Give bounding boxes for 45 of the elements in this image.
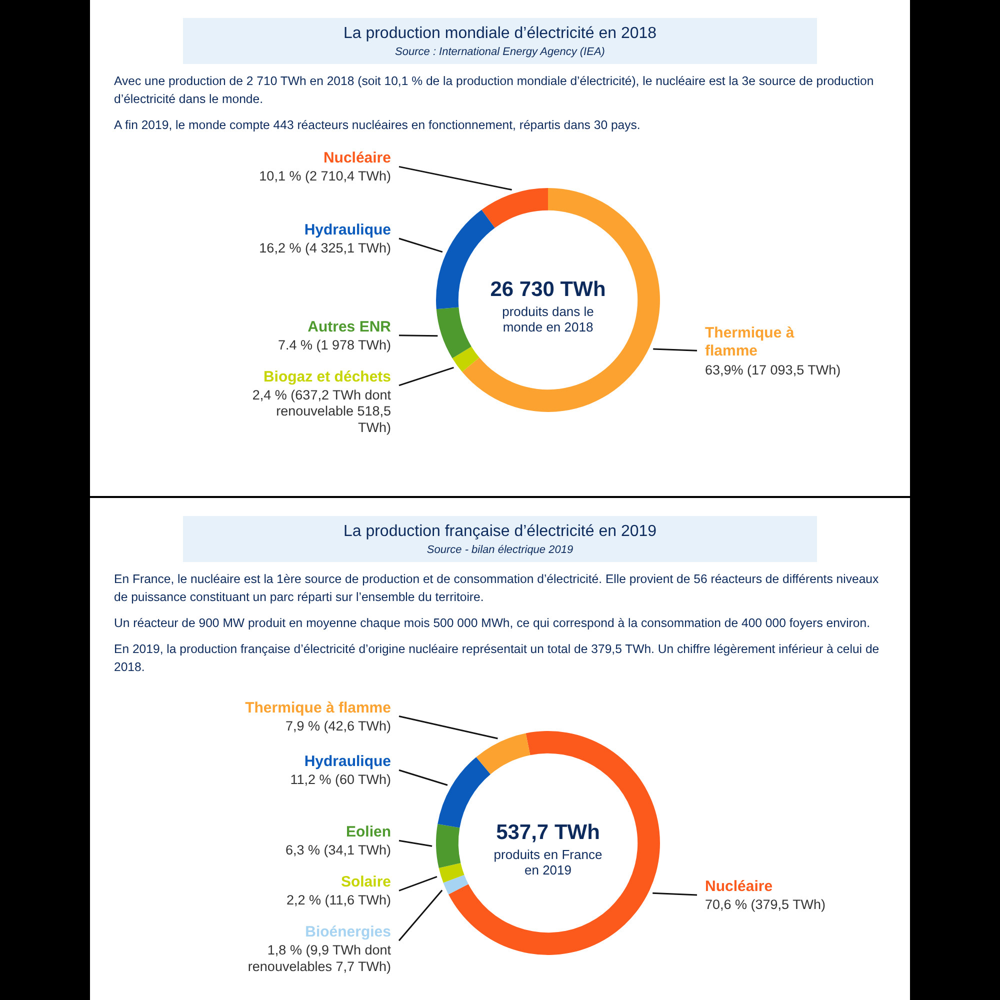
slice-label: Bioénergies xyxy=(305,924,391,941)
slice-label: Hydraulique xyxy=(304,221,391,238)
data-label: 70,6 % (379,5 TWh) xyxy=(705,896,826,912)
donut-slice xyxy=(476,733,530,774)
text: A fin 2019, le monde compte 443 réacteurs nucléaires en fonctionnement, répartis dans 30 pays. xyxy=(114,117,642,134)
text: En 2019, la production française d’électricité d’origine nucléaire représentait un total de 379,5 TWh. Un chiffre légèrement inférieur à celui de 2018. xyxy=(114,641,880,676)
slice-label: Eolien xyxy=(346,824,391,841)
donut-slice xyxy=(448,731,660,955)
donut-slice xyxy=(462,188,660,412)
donut-slice xyxy=(482,188,548,228)
data-label: 6,3 % (34,1 TWh) xyxy=(285,842,391,858)
slice-label: Thermique à flamme xyxy=(705,324,795,360)
data-label: 63,9% (17 093,5 TWh) xyxy=(705,362,841,378)
donut-slice xyxy=(452,346,480,372)
data-label: 2,2 % (11,6 TWh) xyxy=(286,892,391,908)
chart-subtitle: Source : International Energy Agency (IEA) xyxy=(394,46,606,58)
donut-slice xyxy=(438,863,464,883)
text: produits dans le monde en 2018 xyxy=(502,304,594,335)
text: produits en France en 2019 xyxy=(494,847,602,878)
donut-slice xyxy=(438,757,491,828)
data-label: 2,4 % (637,2 TWh dont renouvelable 518,5 TWh) xyxy=(252,387,392,435)
chart-subtitle: Source - bilan électrique 2019 xyxy=(426,544,574,556)
data-label: 7.4 % (1 978 TWh) xyxy=(278,337,391,352)
slice-label: Thermique à flamme xyxy=(245,699,391,716)
donut-slice xyxy=(436,307,472,358)
slice-label: Biogaz et déchets xyxy=(263,368,391,386)
data-label: 10,1 % (2 710,4 TWh) xyxy=(259,168,391,184)
text: Avec une production de 2 710 TWh en 2018 (soit 10,1 % de la production mondiale d’électricité), le nucléaire est la 3e source de production d’électricité dans le monde. xyxy=(114,73,875,108)
slice-label: Solaire xyxy=(340,874,391,891)
chart-title: La production mondiale d’électricité en 2018 xyxy=(342,25,658,43)
text: 26 730 TWh xyxy=(490,278,606,301)
text: Un réacteur de 900 MW produit en moyenne chaque mois 500 000 MWh, ce qui correspond à la consommation de 400 000 foyers environ. xyxy=(114,615,872,632)
data-label: 16,2 % (4 325,1 TWh) xyxy=(259,240,391,256)
data-label: 11,2 % (60 TWh) xyxy=(290,772,391,788)
donut-slice xyxy=(443,874,468,894)
slice-label: Nucléaire xyxy=(323,150,391,167)
data-label: 1,8 % (9,9 TWh dont renouvelables 7,7 TWh) xyxy=(248,942,392,974)
slice-label: Autres ENR xyxy=(308,318,392,336)
chart-title: La production française d’électricité en 2019 xyxy=(342,523,658,541)
data-label: 7,9 % (42,6 TWh) xyxy=(285,718,391,734)
donut-slice xyxy=(436,824,461,868)
text: 537,7 TWh xyxy=(496,821,600,844)
text: En France, le nucléaire est la 1ère source de production et de consommation d’électricité. Elle provient de 56 réacteurs de différents niveaux de puissance constituant un parc réparti sur l’ensemble du territoire. xyxy=(114,571,880,606)
slice-label: Hydraulique xyxy=(304,753,391,770)
slice-label: Nucléaire xyxy=(705,878,773,895)
